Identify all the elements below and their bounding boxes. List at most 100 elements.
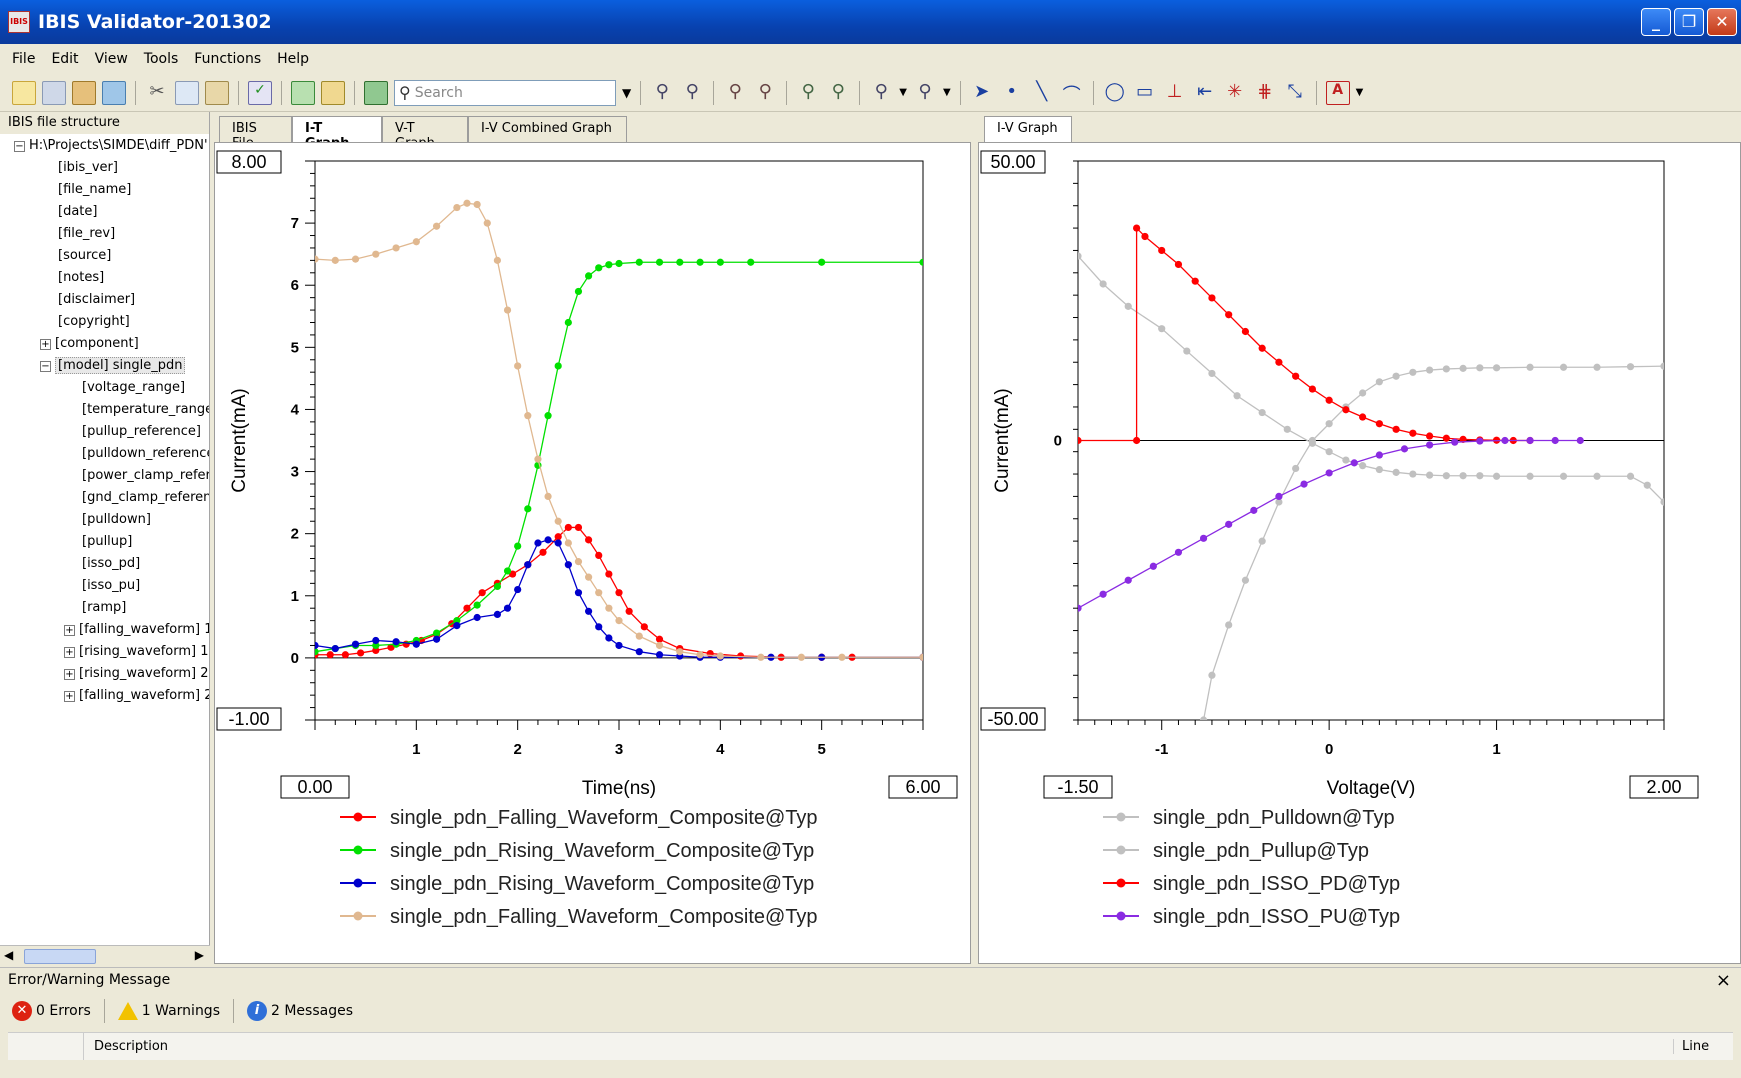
tree-item[interactable]: [disclaimer] (58, 292, 136, 307)
cut-icon[interactable]: ✂ (149, 80, 165, 102)
validate-icon[interactable]: ✓ (248, 80, 272, 105)
zoom-dropdown-icon[interactable]: ▼ (899, 87, 907, 98)
tab-ibis-file[interactable]: IBIS File (219, 116, 292, 151)
report-icon[interactable] (321, 80, 345, 105)
zoom-in-icon[interactable]: ⚲ (655, 80, 669, 102)
data-point (1308, 436, 1316, 445)
zoom-reset-icon[interactable]: ⚲ (918, 80, 932, 102)
annotation-dropdown-icon[interactable]: ▼ (1355, 87, 1364, 98)
export-icon[interactable] (102, 80, 126, 105)
tree-model-item[interactable]: [pulldown_reference (82, 446, 209, 461)
it-graph-chart[interactable]: 1 2 3 4 5 7 6 5 4 3 2 1 0 8.00 -1.00 0.00 6.00 Time(ns) Cu… (215, 143, 970, 963)
collapse-icon[interactable]: − (40, 361, 51, 372)
tree-model-item[interactable]: [voltage_range] (82, 380, 186, 395)
paste-icon[interactable] (205, 80, 229, 105)
scroll-thumb[interactable] (24, 949, 96, 964)
point-icon[interactable]: • (1006, 80, 1017, 102)
tree-item[interactable]: [file_name] (58, 182, 132, 197)
tree-item[interactable]: [notes] (58, 270, 105, 285)
zoom-y-out-icon[interactable]: ⚲ (831, 80, 845, 102)
expand-icon[interactable]: + (64, 625, 75, 636)
search-dropdown-icon[interactable]: ▼ (622, 85, 632, 100)
text-annotation-icon[interactable]: A (1325, 80, 1350, 105)
arc-icon[interactable]: ⌒ (1062, 84, 1081, 106)
search-input[interactable]: ⚲ Search (394, 79, 616, 106)
col-icon[interactable] (8, 1033, 84, 1060)
menu-functions[interactable]: Functions (194, 51, 262, 67)
tab-it-graph[interactable]: I-T Graph (292, 116, 382, 151)
zoom-reset-dropdown-icon[interactable]: ▼ (942, 87, 951, 98)
tree-model-item[interactable]: [isso_pd] (82, 556, 141, 571)
minimize-button[interactable]: _ (1641, 8, 1671, 36)
run-icon[interactable] (364, 80, 388, 105)
expand-icon[interactable]: + (40, 339, 51, 350)
marker-left-icon[interactable]: ⇤ (1197, 80, 1213, 102)
tree-model-item[interactable]: [temperature_range (82, 402, 209, 417)
new-file-icon[interactable] (12, 80, 36, 105)
tree-item[interactable]: [date] (58, 204, 98, 219)
line-icon[interactable]: ╲ (1036, 80, 1048, 102)
menu-edit[interactable]: Edit (51, 51, 79, 67)
tree-waveform[interactable]: + [falling_waveform] 2 (64, 688, 209, 703)
tree-root[interactable]: − H:\Projects\SIMDE\diff_PDN' (14, 138, 208, 153)
tree-waveform[interactable]: + [rising_waveform] 1 (64, 644, 209, 659)
x-max-label: 2.00 (1646, 777, 1681, 797)
tree-model-item[interactable]: [power_clamp_refer (82, 468, 209, 483)
tree-waveform[interactable]: + [rising_waveform] 2 (64, 666, 209, 681)
iv-graph-chart[interactable]: -1 0 1 0 50.00 -50.00 -1.50 2.00 Voltage(V) Curre… (979, 143, 1740, 963)
horizontal-scrollbar[interactable]: ◀ ▶ (0, 945, 210, 967)
tab-iv-graph[interactable]: I-V Graph (984, 116, 1072, 142)
tree-model-item[interactable]: [pullup] (82, 534, 133, 549)
col-line[interactable]: Line (1673, 1039, 1733, 1054)
menu-view[interactable]: View (94, 51, 128, 67)
tree-model-item[interactable]: [isso_pu] (82, 578, 141, 593)
restore-button[interactable]: ❐ (1674, 8, 1704, 36)
check-icon[interactable] (291, 80, 315, 105)
marker-diag-icon[interactable]: ⤡ (1287, 80, 1302, 102)
scroll-right-icon[interactable]: ▶ (194, 948, 204, 962)
menu-help[interactable]: Help (277, 51, 310, 67)
close-button[interactable]: ✕ (1707, 8, 1737, 36)
errors-filter[interactable]: ✕ 0 Errors (12, 1001, 91, 1021)
tree-model-item[interactable]: [gnd_clamp_referen (82, 490, 209, 505)
zoom-x-out-icon[interactable]: ⚲ (758, 80, 772, 102)
zoom-fit-icon[interactable]: ⚲ (874, 80, 888, 102)
tree-item[interactable]: [source] (58, 248, 112, 263)
tree-model-item[interactable]: [pullup_reference] (82, 424, 201, 439)
zoom-x-in-icon[interactable]: ⚲ (728, 80, 742, 102)
save-icon[interactable] (42, 80, 66, 105)
tree-model-item[interactable]: [ramp] (82, 600, 127, 615)
menu-file[interactable]: File (12, 51, 36, 67)
marker-split-icon[interactable]: ⋕ (1257, 80, 1273, 102)
tree-item[interactable]: [file_rev] (58, 226, 116, 241)
data-point (797, 653, 806, 661)
zoom-out-icon[interactable]: ⚲ (685, 80, 699, 102)
expand-icon[interactable]: + (64, 647, 75, 658)
tab-iv-combined-graph[interactable]: I-V Combined Graph (468, 116, 627, 142)
scroll-left-icon[interactable]: ◀ (4, 948, 14, 962)
tree-component[interactable]: + [component] (40, 336, 139, 351)
copy-icon[interactable] (175, 80, 199, 105)
ellipse-icon[interactable]: ◯ (1104, 80, 1125, 102)
menu-tools[interactable]: Tools (143, 51, 179, 67)
collapse-icon[interactable]: − (14, 141, 25, 152)
marker-down-icon[interactable]: ⊥ (1166, 80, 1183, 102)
rectangle-icon[interactable]: ▭ (1136, 80, 1154, 102)
expand-icon[interactable]: + (64, 691, 75, 702)
marker-cross-icon[interactable]: ✳ (1227, 80, 1243, 102)
tree-item[interactable]: [ibis_ver] (58, 160, 118, 175)
save-as-icon[interactable] (72, 80, 96, 105)
file-tree: − H:\Projects\SIMDE\diff_PDN' [ibis_ver] … (0, 134, 209, 914)
pointer-icon[interactable]: ➤ (974, 80, 990, 102)
tree-model[interactable]: − [model] single_pdn (40, 357, 186, 374)
close-icon[interactable]: × (1715, 970, 1731, 991)
tree-model-item[interactable]: [pulldown] (82, 512, 151, 527)
tree-item[interactable]: [copyright] (58, 314, 130, 329)
tree-waveform[interactable]: + [falling_waveform] 1 (64, 622, 209, 637)
col-description[interactable]: Description (94, 1039, 169, 1054)
tab-vt-graph[interactable]: V-T Graph (382, 116, 468, 151)
expand-icon[interactable]: + (64, 669, 75, 680)
zoom-y-in-icon[interactable]: ⚲ (801, 80, 815, 102)
warnings-filter[interactable]: 1 Warnings (117, 1002, 220, 1020)
